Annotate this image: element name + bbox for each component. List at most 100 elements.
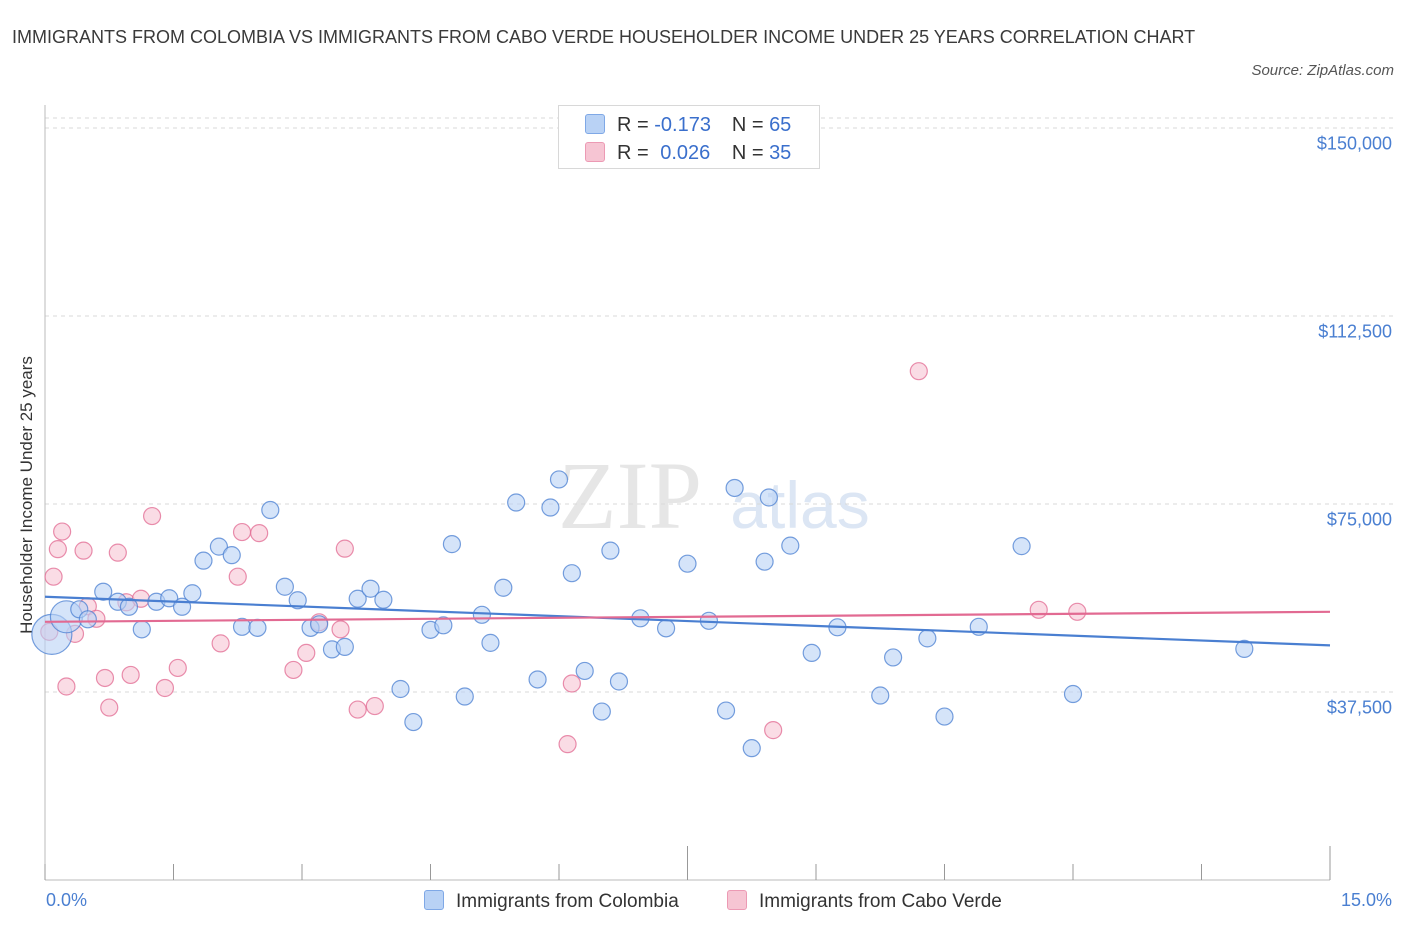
point-colombia bbox=[716, 701, 736, 720]
point-colombia bbox=[562, 564, 581, 583]
point-colombia bbox=[575, 661, 594, 681]
point-caboverde bbox=[121, 665, 140, 685]
point-colombia bbox=[455, 687, 474, 706]
legend-row-colombia: R = -0.173 N = 65 bbox=[585, 114, 791, 137]
point-colombia bbox=[935, 707, 954, 726]
point-caboverde bbox=[100, 698, 119, 717]
legend-r-caboverde: 0.026 bbox=[660, 142, 711, 164]
point-caboverde bbox=[562, 674, 581, 693]
point-colombia bbox=[742, 739, 761, 758]
legend-r-label: R = bbox=[617, 114, 649, 136]
legend-r-colombia: -0.173 bbox=[654, 114, 711, 136]
x-tick-label-min: 0.0% bbox=[46, 890, 88, 910]
bottom-legend-swatch-colombia bbox=[424, 890, 444, 910]
bottom-legend-label-caboverde: Immigrants from Cabo Verde bbox=[759, 891, 1002, 912]
legend-swatch-caboverde bbox=[585, 142, 605, 162]
point-caboverde bbox=[211, 634, 230, 653]
point-colombia bbox=[94, 582, 113, 601]
point-caboverde bbox=[44, 567, 63, 586]
legend-r-label: R = bbox=[617, 142, 649, 164]
point-colombia bbox=[119, 597, 139, 616]
point-colombia bbox=[781, 536, 800, 555]
point-caboverde bbox=[168, 658, 187, 678]
point-colombia bbox=[222, 546, 241, 565]
point-colombia bbox=[528, 670, 547, 689]
point-colombia bbox=[609, 672, 629, 691]
point-colombia bbox=[656, 619, 676, 638]
point-colombia bbox=[78, 610, 97, 629]
point-colombia bbox=[755, 552, 774, 571]
legend-row-caboverde: R = 0.026 N = 35 bbox=[585, 142, 791, 165]
point-colombia bbox=[1235, 639, 1254, 658]
point-colombia bbox=[883, 648, 903, 667]
legend-n-label: N = bbox=[731, 114, 764, 136]
point-caboverde bbox=[335, 539, 354, 558]
point-caboverde bbox=[365, 696, 384, 716]
legend-n-label: N = bbox=[731, 142, 764, 164]
y-tick-label: $150,000 bbox=[1316, 133, 1392, 154]
point-caboverde bbox=[74, 541, 93, 560]
point-caboverde bbox=[558, 735, 577, 754]
point-colombia bbox=[507, 493, 526, 512]
point-caboverde bbox=[232, 522, 252, 542]
point-caboverde bbox=[284, 660, 303, 680]
source-label: Source: ZipAtlas.com bbox=[1251, 62, 1394, 79]
point-colombia bbox=[1012, 537, 1031, 556]
point-colombia bbox=[592, 702, 611, 721]
point-colombia bbox=[194, 551, 213, 570]
trendline-caboverde bbox=[44, 610, 1331, 623]
point-colombia bbox=[442, 535, 462, 554]
point-colombia bbox=[759, 488, 778, 507]
y-tick-label: $112,500 bbox=[1318, 321, 1392, 342]
point-caboverde bbox=[57, 677, 76, 696]
point-colombia bbox=[802, 643, 821, 663]
point-colombia bbox=[335, 637, 354, 656]
point-colombia bbox=[209, 537, 229, 556]
point-caboverde bbox=[250, 523, 269, 543]
point-colombia bbox=[725, 478, 744, 498]
y-tick-label: $75,000 bbox=[1326, 509, 1392, 530]
point-caboverde bbox=[48, 540, 67, 559]
point-colombia bbox=[541, 498, 560, 517]
point-caboverde bbox=[142, 506, 162, 526]
bottom-legend-label-colombia: Immigrants from Colombia bbox=[456, 891, 679, 912]
point-caboverde bbox=[297, 643, 316, 663]
point-colombia bbox=[288, 591, 307, 610]
chart-title: IMMIGRANTS FROM COLOMBIA VS IMMIGRANTS F… bbox=[12, 27, 1196, 47]
watermark-zip: ZIP bbox=[558, 442, 702, 549]
legend-swatch-colombia bbox=[585, 114, 605, 134]
point-colombia bbox=[183, 584, 202, 603]
legend-n-colombia: 65 bbox=[769, 114, 792, 136]
point-colombia bbox=[374, 590, 393, 609]
point-colombia bbox=[918, 629, 937, 648]
point-colombia bbox=[404, 712, 423, 732]
point-colombia bbox=[434, 616, 453, 635]
point-colombia bbox=[678, 554, 697, 573]
point-colombia bbox=[248, 618, 267, 637]
bottom-legend-colombia: Immigrants from Colombia bbox=[424, 890, 679, 913]
point-caboverde bbox=[348, 700, 367, 719]
stats-legend: R = -0.173 N = 65 R = 0.026 N = 35 bbox=[558, 105, 820, 169]
trendline-colombia bbox=[44, 595, 1331, 647]
bottom-legend-swatch-caboverde bbox=[727, 890, 747, 910]
point-colombia bbox=[549, 470, 569, 489]
point-caboverde bbox=[764, 721, 783, 740]
point-caboverde bbox=[1068, 602, 1087, 621]
point-caboverde bbox=[331, 620, 350, 639]
point-caboverde bbox=[909, 362, 928, 381]
point-caboverde bbox=[53, 522, 72, 541]
point-colombia bbox=[871, 686, 890, 705]
point-colombia bbox=[494, 578, 513, 597]
point-colombia bbox=[132, 620, 151, 639]
legend-n-caboverde: 35 bbox=[769, 142, 792, 164]
x-tick-label-max: 15.0% bbox=[1340, 890, 1392, 910]
point-caboverde bbox=[1029, 600, 1048, 619]
y-tick-label: $37,500 bbox=[1326, 697, 1392, 718]
watermark-atlas: atlas bbox=[730, 468, 869, 542]
point-colombia bbox=[261, 500, 280, 520]
point-colombia bbox=[1063, 684, 1083, 704]
point-colombia bbox=[391, 679, 410, 699]
point-colombia bbox=[601, 541, 620, 560]
point-colombia bbox=[348, 589, 367, 608]
point-colombia bbox=[310, 615, 329, 634]
